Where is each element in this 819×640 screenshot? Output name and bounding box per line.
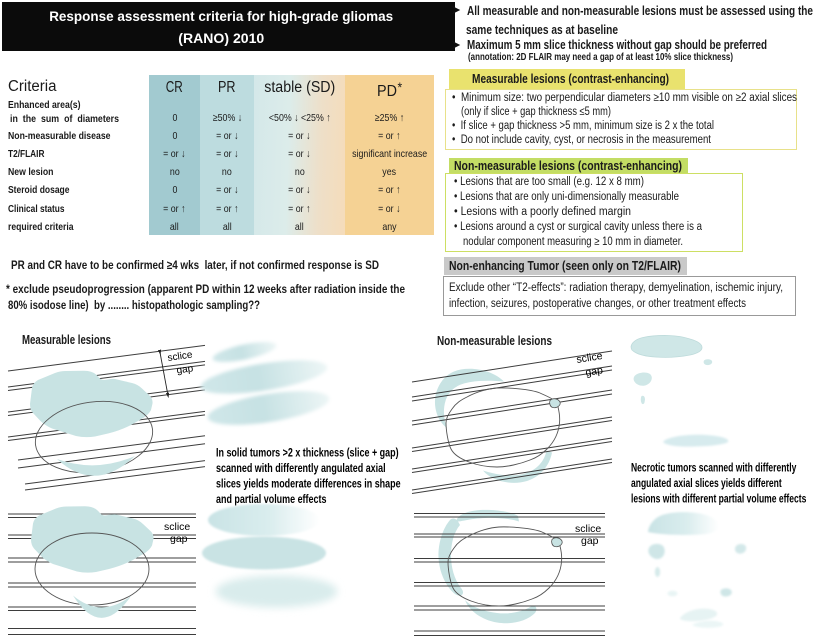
svg-text:lesions with different partial: lesions with different partial volume ef…: [631, 492, 806, 506]
svg-text:and partial volume effects: and partial volume effects: [216, 493, 326, 507]
svg-text:sclice: sclice: [167, 350, 194, 364]
svg-text:gap: gap: [176, 363, 194, 376]
svg-text:scanned with differently angul: scanned with differently angulated axial: [216, 462, 386, 476]
svg-text:gap: gap: [585, 364, 604, 379]
svg-text:gap: gap: [170, 533, 188, 545]
svg-text:sclice: sclice: [576, 350, 604, 366]
svg-text:sclice: sclice: [575, 523, 601, 535]
svg-text:slices yields moderate differe: slices yields moderate differences in sh…: [216, 477, 401, 491]
svg-text:Necrotic tumors scanned with d: Necrotic tumors scanned with differently: [631, 461, 797, 475]
svg-text:sclice: sclice: [164, 521, 190, 533]
svg-text:In solid tumors >2 x thickness: In solid tumors >2 x thickness (slice + …: [216, 446, 399, 460]
svg-text:angulated axial slices yields: angulated axial slices yields different: [631, 477, 782, 491]
svg-text:gap: gap: [581, 535, 599, 547]
